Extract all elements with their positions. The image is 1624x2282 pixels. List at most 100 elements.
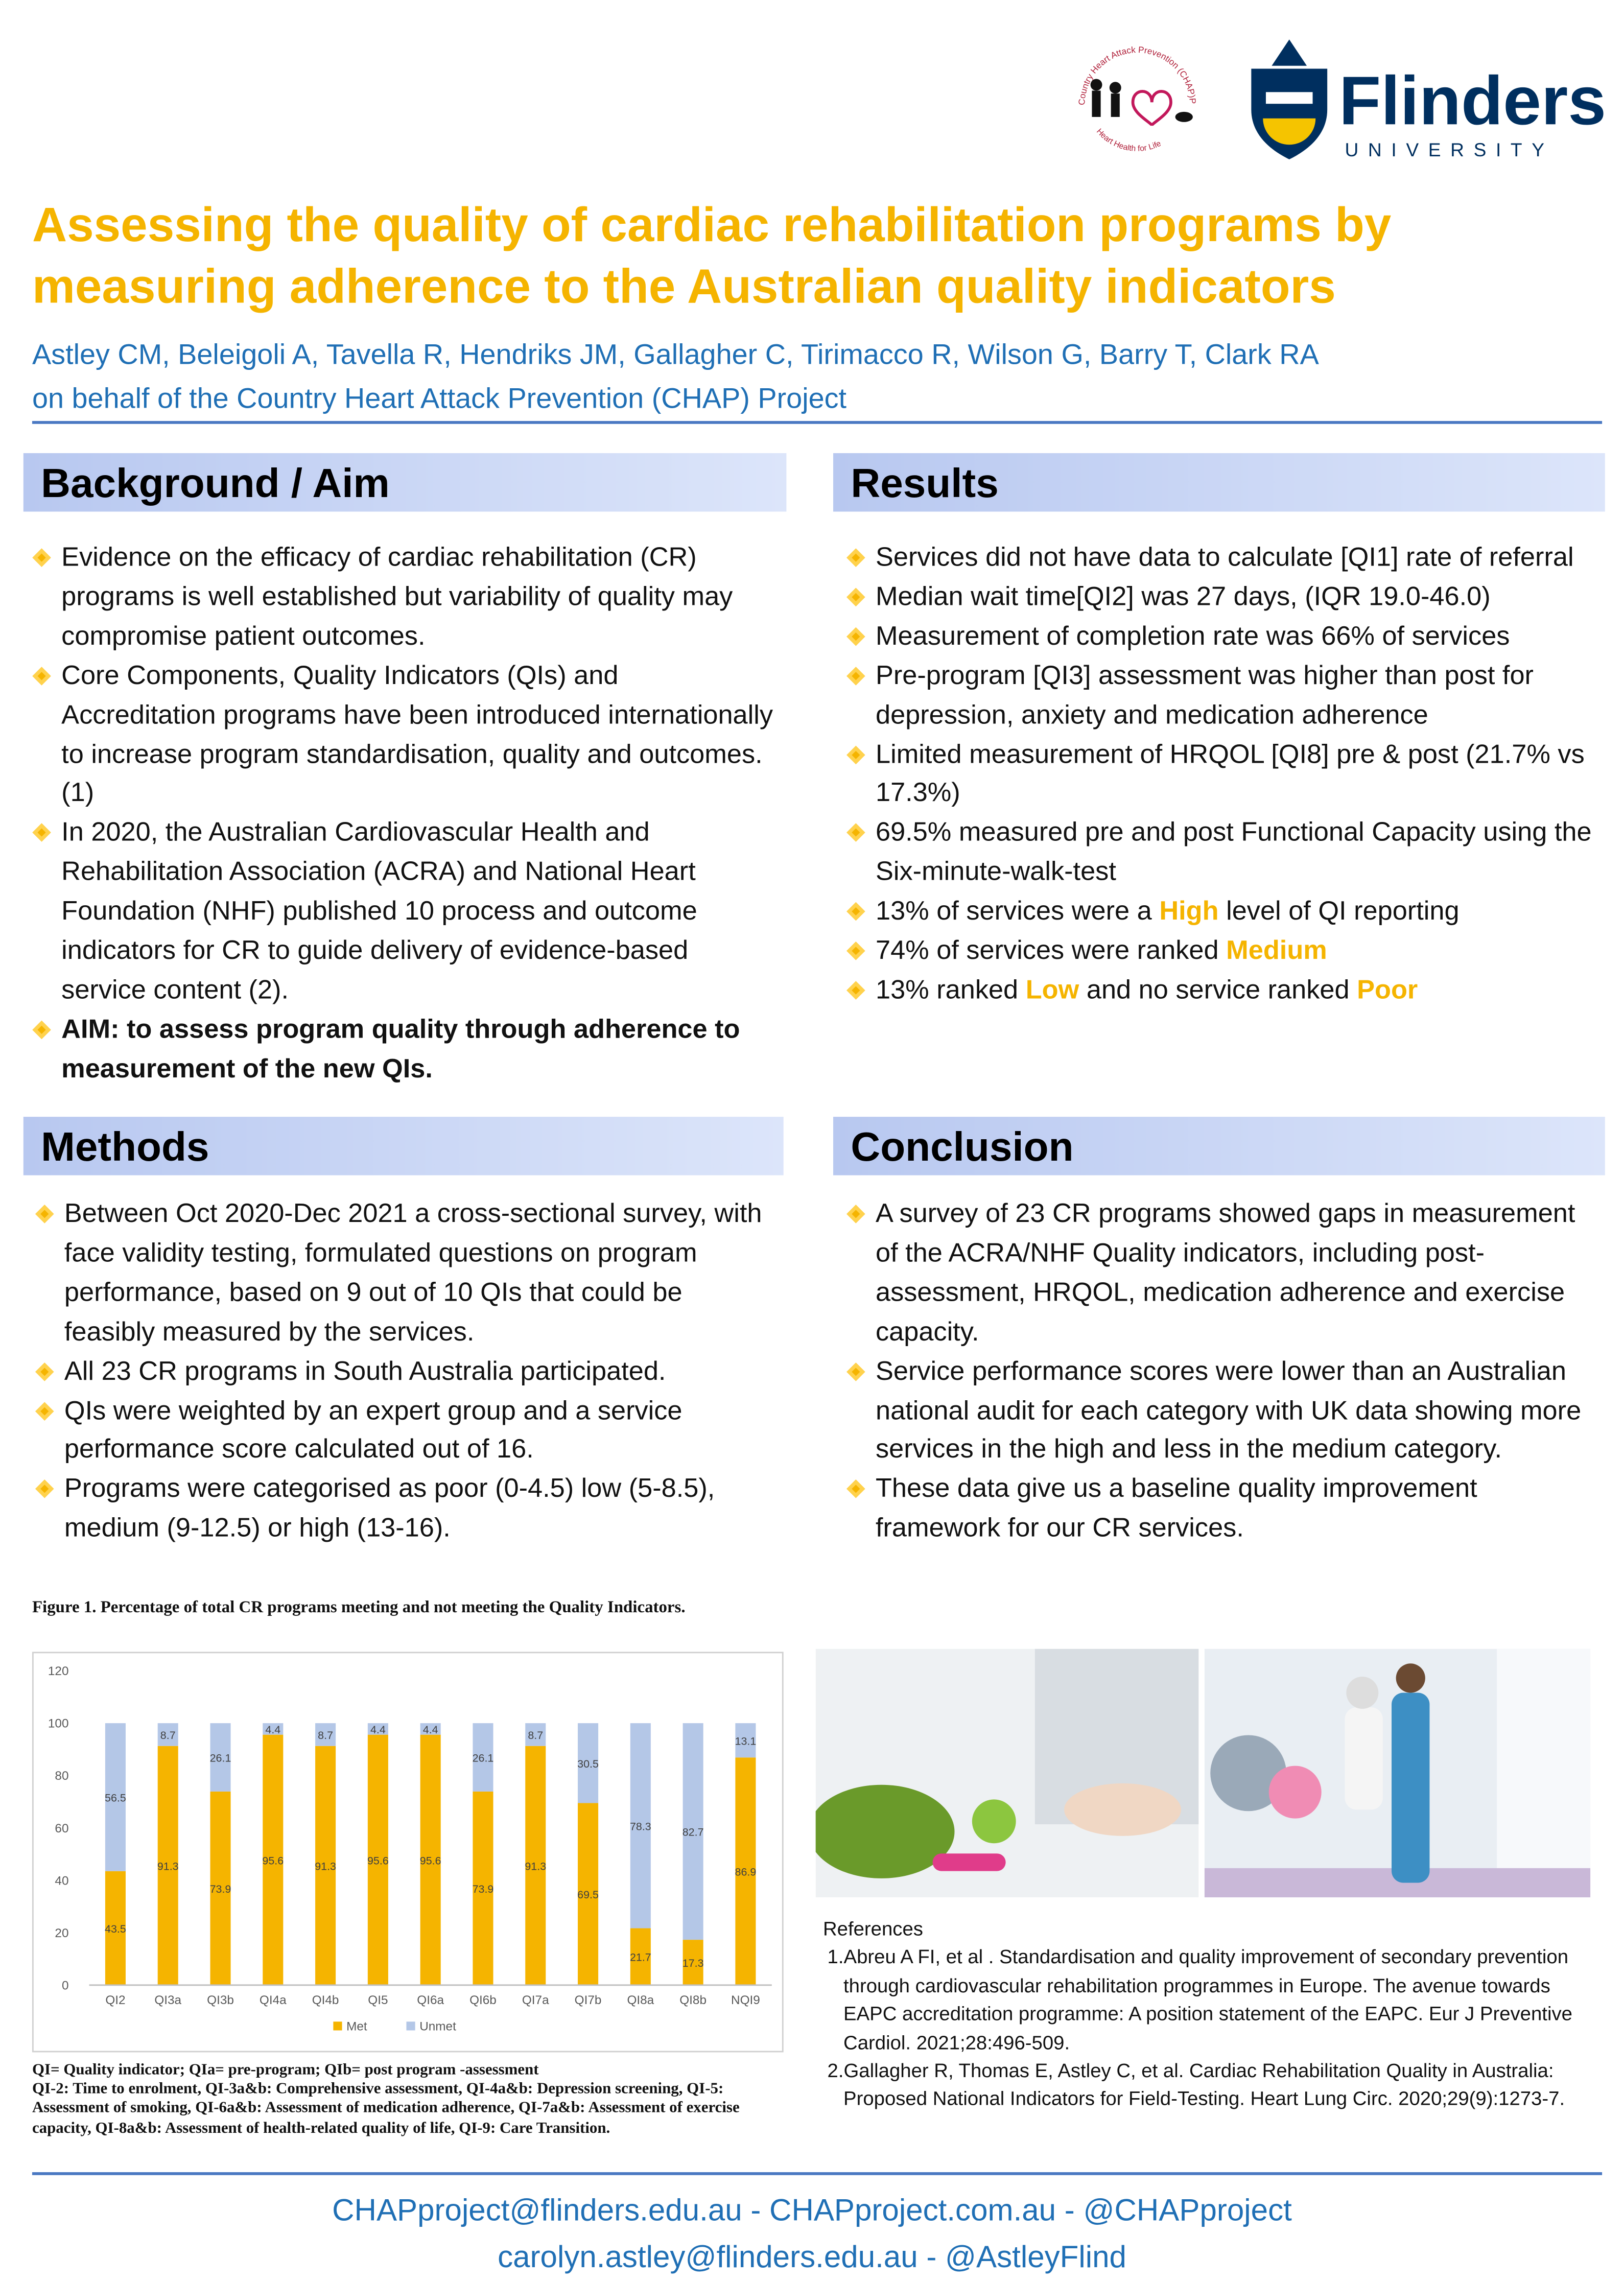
- value-label: 69.5: [577, 1889, 599, 1901]
- list-item: QIs were weighted by an expert group and…: [32, 1391, 763, 1470]
- item-text: All 23 CR programs in South Australia pa…: [64, 1354, 666, 1385]
- list-item: Core Components, Quality Indicators (QIs…: [29, 656, 778, 813]
- y-tick-label: 120: [48, 1664, 69, 1678]
- photo-ball: [1268, 1766, 1322, 1819]
- figure-icon: [1092, 90, 1101, 117]
- item-text: and no service ranked: [1079, 973, 1357, 1004]
- bold-text: AIM: to assess program quality through a…: [61, 1013, 740, 1083]
- bullet-icon: [846, 1362, 865, 1381]
- list-item: Between Oct 2020-Dec 2021 a cross-sectio…: [32, 1194, 763, 1352]
- figure-icon: [1109, 82, 1121, 94]
- list-item: 74% of services were ranked Medium: [843, 931, 1596, 971]
- bullet-icon: [846, 902, 865, 921]
- results-list: Services did not have data to calculate …: [843, 538, 1596, 1010]
- logo-ring-text: Heart Health for Life: [1095, 127, 1163, 153]
- list-item: All 23 CR programs in South Australia pa…: [32, 1352, 763, 1391]
- x-tick-label: QI3a: [154, 1993, 181, 2007]
- highlight-text: High: [1159, 895, 1219, 926]
- section-heading: Results: [833, 453, 1605, 512]
- value-label: 13.1: [735, 1735, 757, 1747]
- item-text: 74% of services were ranked: [875, 934, 1227, 965]
- item-text: QIs were weighted by an expert group and…: [64, 1394, 682, 1464]
- list-item: In 2020, the Australian Cardiovascular H…: [29, 813, 778, 1010]
- highlight-text: Low: [1025, 973, 1079, 1004]
- authors: Astley CM, Beleigoli A, Tavella R, Hendr…: [32, 333, 1319, 421]
- value-label: 91.3: [525, 1860, 546, 1872]
- shield-book: [1265, 92, 1313, 104]
- author-line: Astley CM, Beleigoli A, Tavella R, Hendr…: [32, 339, 1319, 371]
- bar: [473, 1791, 493, 1985]
- bar: [157, 1746, 178, 1985]
- bullet-icon: [35, 1362, 54, 1381]
- photo-patient: [1346, 1677, 1379, 1709]
- bar: [210, 1791, 231, 1985]
- value-label: 26.1: [473, 1752, 494, 1765]
- bar: [263, 1734, 284, 1985]
- ship: [1272, 39, 1307, 66]
- bar: [578, 1723, 599, 1803]
- item-text: 69.5% measured pre and post Functional C…: [875, 816, 1592, 886]
- bullet-icon: [35, 1480, 54, 1499]
- footer-line: carolyn.astley@flinders.edu.au - @Astley…: [498, 2241, 1126, 2275]
- item-text: Core Components, Quality Indicators (QIs…: [61, 658, 773, 808]
- bar: [682, 1940, 703, 1985]
- x-tick-label: QI4b: [312, 1993, 339, 2007]
- value-label: 91.3: [315, 1860, 336, 1872]
- list-item: These data give us a baseline quality im…: [843, 1470, 1601, 1548]
- bar: [735, 1757, 756, 1985]
- item-text: Limited measurement of HRQOL [QI8] pre &…: [875, 737, 1585, 808]
- bar: [157, 1723, 178, 1746]
- flinders-logo: Flinders UNIVERSITY: [1251, 39, 1606, 160]
- bullet-icon: [32, 548, 51, 567]
- figure-icon: [1090, 79, 1102, 91]
- value-label: 86.9: [735, 1866, 757, 1878]
- highlight-text: Medium: [1226, 934, 1327, 965]
- title-line: Assessing the quality of cardiac rehabil…: [32, 197, 1392, 252]
- bullet-icon: [846, 942, 865, 960]
- bullet-icon: [32, 666, 51, 685]
- bullet-icon: [35, 1205, 54, 1224]
- university-name: Flinders: [1339, 62, 1606, 139]
- photo-patient: [1345, 1707, 1383, 1810]
- figure-notes: QI= Quality indicator; QIa= pre-program;…: [32, 2061, 778, 2138]
- photo-food: [815, 1649, 1199, 1898]
- value-label: 95.6: [262, 1854, 284, 1867]
- y-tick-label: 0: [62, 1979, 69, 1992]
- photo-shelf: [1497, 1649, 1591, 1898]
- legend-label: Met: [346, 2019, 367, 2033]
- item-text: Services did not have data to calculate …: [875, 540, 1574, 572]
- background-list: Evidence on the efficacy of cardiac reha…: [29, 538, 778, 1089]
- x-tick-label: QI8a: [627, 1993, 654, 2007]
- footer-rule: [32, 2172, 1603, 2175]
- list-item: Median wait time[QI2] was 27 days, (IQR …: [843, 577, 1596, 617]
- conclusion-list: A survey of 23 CR programs showed gaps i…: [843, 1194, 1601, 1548]
- value-label: 8.7: [160, 1729, 176, 1742]
- x-tick-label: QI7b: [575, 1993, 602, 2007]
- author-line: on behalf of the Country Heart Attack Pr…: [32, 383, 847, 415]
- bullet-icon: [35, 1401, 54, 1420]
- list-item: Limited measurement of HRQOL [QI8] pre &…: [843, 735, 1596, 813]
- value-label: 95.6: [420, 1854, 441, 1867]
- item-text: 13% of services were a: [875, 895, 1160, 926]
- section-heading: Methods: [23, 1117, 784, 1175]
- x-tick-label: QI8b: [679, 1993, 707, 2007]
- y-tick-label: 20: [55, 1926, 68, 1940]
- bullet-icon: [32, 824, 51, 842]
- list-item: Services did not have data to calculate …: [843, 538, 1596, 577]
- shield-sun: [1263, 118, 1316, 145]
- highlight-text: Poor: [1357, 973, 1418, 1004]
- bar: [367, 1723, 388, 1735]
- list-item: 13% of services were a High level of QI …: [843, 892, 1596, 931]
- photo-salad: [815, 1784, 955, 1878]
- bar: [263, 1723, 284, 1735]
- photo-exercise: [1204, 1649, 1591, 1898]
- bar: [630, 1723, 651, 1928]
- logo-ring-text: Country Heart Attack Prevention (CHAP)Pr…: [1067, 29, 1198, 105]
- footer: CHAPproject@flinders.edu.au - CHAPprojec…: [0, 2189, 1624, 2282]
- legend-label: Unmet: [419, 2019, 456, 2033]
- references-heading: References: [822, 1918, 923, 1940]
- bar: [210, 1723, 231, 1792]
- list-item: Programs were categorised as poor (0-4.5…: [32, 1470, 763, 1548]
- references: References 1.Abreu A FI, et al . Standar…: [823, 1915, 1583, 2113]
